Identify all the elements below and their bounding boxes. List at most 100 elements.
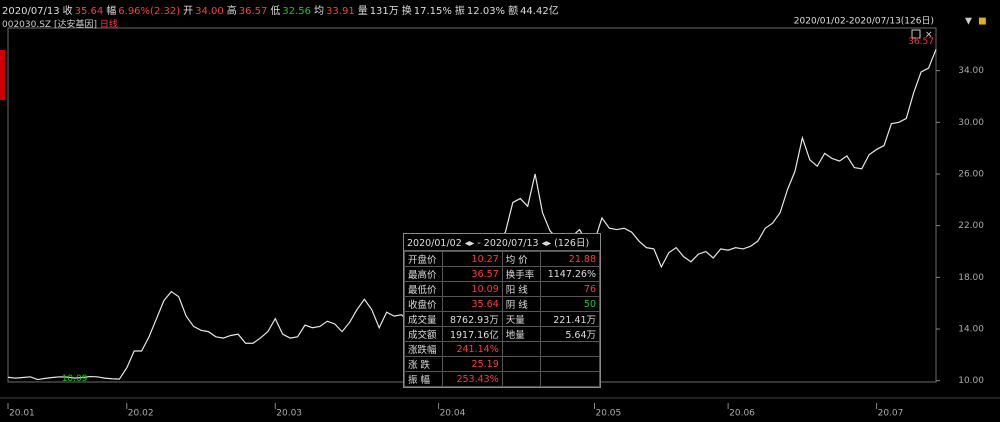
summary-value: 221.41万 xyxy=(539,311,601,327)
summary-label xyxy=(501,341,541,357)
x-tick-label: 20.01 xyxy=(9,409,35,419)
quote-label: 换 xyxy=(401,6,412,17)
summary-label xyxy=(501,371,541,387)
y-tick-label: 14.00 xyxy=(958,325,984,335)
summary-value: 241.14% xyxy=(442,341,503,357)
summary-row: 振 幅 253.43% xyxy=(403,371,601,387)
quote-value: 35.64 xyxy=(74,6,104,17)
quote-value: 32.56 xyxy=(282,6,312,17)
summary-value xyxy=(539,371,601,387)
summary-label: 地量 xyxy=(501,326,541,342)
quote-value: 17.15% xyxy=(413,6,452,17)
summary-row: 收盘价 35.64 阴 线 50 xyxy=(403,296,601,312)
x-tick-label: 20.05 xyxy=(595,409,621,419)
summary-label xyxy=(501,356,541,372)
quote-value: 6.96%(2.32) xyxy=(118,6,181,17)
quote-value: 12.03% xyxy=(466,6,506,17)
summary-row: 成交量 8762.93万 天量 221.41万 xyxy=(403,311,601,327)
summary-label: 振 幅 xyxy=(403,371,444,387)
quote-label: 高 xyxy=(226,6,237,17)
quote-value: 34.00 xyxy=(195,6,224,17)
summary-label: 收盘价 xyxy=(403,296,444,312)
summary-value: 8762.93万 xyxy=(442,311,503,327)
quote-label: 幅 xyxy=(106,6,117,17)
end-date: 2020/07/13 xyxy=(483,238,539,249)
summary-label: 换手率 xyxy=(501,266,541,282)
menu-icon[interactable]: ▼ xyxy=(965,17,972,27)
y-tick-label: 18.00 xyxy=(958,273,984,283)
close-button[interactable]: ✕ xyxy=(925,31,933,41)
y-tick-label: 10.00 xyxy=(958,376,984,386)
summary-label: 阴 线 xyxy=(501,296,541,312)
popup-title: 2020/01/02 ◂▸ - 2020/07/13 ◂▸ (126日) xyxy=(404,234,600,251)
summary-value: 25.19 xyxy=(442,356,503,372)
quote-label: 低 xyxy=(270,6,281,17)
quote-value: 131万 xyxy=(369,6,399,17)
quote-label: 均 xyxy=(314,6,325,17)
summary-label: 最低价 xyxy=(403,281,444,297)
summary-label: 阳 线 xyxy=(501,281,541,297)
side-marker xyxy=(0,50,5,100)
quote-label: 额 xyxy=(508,6,519,17)
quote-value: 44.42亿 xyxy=(520,6,559,17)
summary-row: 开盘价 10.27 均 价 21.88 xyxy=(403,251,601,267)
quote-label: 收 xyxy=(62,6,73,17)
y-tick-label: 26.00 xyxy=(958,169,984,179)
summary-label: 涨 跌 xyxy=(403,356,444,372)
summary-row: 成交额 1917.16亿 地量 5.64万 xyxy=(403,326,601,342)
lock-icon[interactable]: ■ xyxy=(978,17,987,27)
stock-name: [达安基因] xyxy=(53,20,98,30)
summary-value: 35.64 xyxy=(442,296,503,312)
summary-label: 成交额 xyxy=(403,326,444,342)
summary-row: 最高价 36.57 换手率 1147.26% xyxy=(403,266,601,282)
low-label: 10.09 xyxy=(62,374,88,384)
quote-label: 量 xyxy=(357,6,368,17)
period: 日线 xyxy=(99,20,118,30)
symbol: 002030.SZ xyxy=(2,20,52,30)
summary-value: 10.09 xyxy=(442,281,503,297)
start-date: 2020/01/02 xyxy=(407,238,462,249)
summary-label: 成交量 xyxy=(403,311,444,327)
quote-value: 33.91 xyxy=(326,6,355,17)
y-tick-label: 30.00 xyxy=(958,118,984,128)
x-tick-label: 20.03 xyxy=(276,409,302,419)
x-tick-label: 20.04 xyxy=(440,409,466,419)
summary-label: 最高价 xyxy=(403,266,444,282)
x-tick-label: 20.02 xyxy=(128,409,154,419)
quote-date: 2020/07/13 xyxy=(2,6,60,17)
summary-value: 50 xyxy=(539,296,601,312)
summary-row: 涨跌幅 241.14% xyxy=(403,341,601,357)
summary-value: 76 xyxy=(539,281,601,297)
summary-row: 最低价 10.09 阳 线 76 xyxy=(403,281,601,297)
summary-value xyxy=(539,341,601,357)
quote-label: 振 xyxy=(454,6,465,17)
summary-value: 1147.26% xyxy=(539,266,601,282)
y-tick-label: 22.00 xyxy=(958,221,984,231)
summary-value: 10.27 xyxy=(442,251,503,267)
summary-label: 天量 xyxy=(501,311,541,327)
high-label: 36.57 xyxy=(908,37,934,47)
summary-table: 开盘价 10.27 均 价 21.88 最高价 36.57 换手率 1147.26% 最低价 10… xyxy=(403,251,601,387)
summary-value: 5.64万 xyxy=(539,326,601,342)
y-tick-label: 34.00 xyxy=(958,66,984,76)
summary-popup: 2020/01/02 ◂▸ - 2020/07/13 ◂▸ (126日) 开盘价… xyxy=(403,233,601,388)
restore-button[interactable] xyxy=(911,29,921,39)
x-tick-label: 20.07 xyxy=(878,409,904,419)
quote-value: 36.57 xyxy=(238,6,268,17)
quote-header: 2020/07/13 收 35.64 幅 6.96%(2.32) 开 34.00 高 36.57… xyxy=(2,2,562,17)
summary-value: 36.57 xyxy=(442,266,503,282)
days: (126日) xyxy=(554,238,590,249)
summary-value: 21.88 xyxy=(539,251,601,267)
summary-row: 涨 跌 25.19 xyxy=(403,356,601,372)
summary-value xyxy=(539,356,601,372)
summary-label: 涨跌幅 xyxy=(403,341,444,357)
range-label: 2020/01/02-2020/07/13(126日) xyxy=(794,16,934,27)
summary-value: 253.43% xyxy=(442,371,503,387)
summary-value: 1917.16亿 xyxy=(442,326,503,342)
symbol-line: 002030.SZ [达安基因] 日线 xyxy=(2,17,118,30)
summary-label: 均 价 xyxy=(501,251,541,267)
quote-label: 开 xyxy=(183,6,194,17)
x-tick-label: 20.06 xyxy=(729,409,755,419)
summary-label: 开盘价 xyxy=(403,251,444,267)
